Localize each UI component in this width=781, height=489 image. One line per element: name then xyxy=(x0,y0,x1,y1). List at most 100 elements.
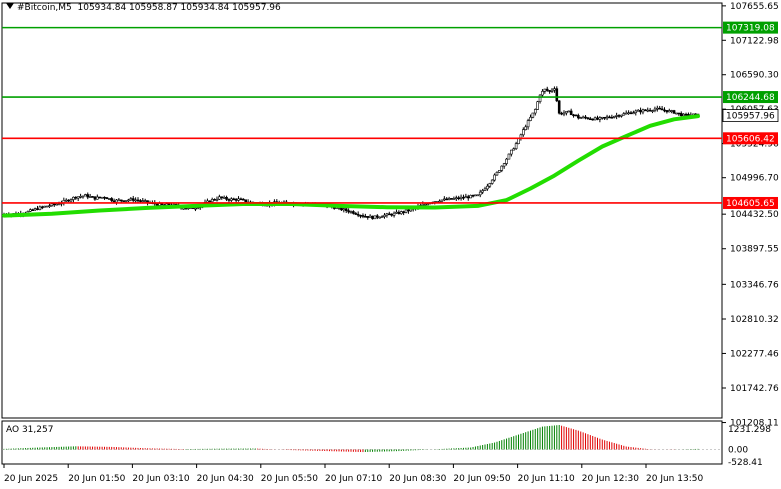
candle-body xyxy=(407,209,410,212)
candle-body xyxy=(660,108,664,111)
candle-body xyxy=(450,198,453,200)
candle-body xyxy=(225,197,228,200)
candle-body xyxy=(105,197,109,200)
candle-body xyxy=(40,206,44,209)
candle-body xyxy=(366,216,370,218)
candle-body xyxy=(665,110,669,113)
ao-axis-label: -528.41 xyxy=(728,458,763,468)
candle-body xyxy=(194,207,197,210)
candle-body xyxy=(627,112,630,114)
y-tick-label: 102277.46 xyxy=(730,349,779,359)
candle-body xyxy=(447,198,451,200)
candle-body xyxy=(488,183,492,187)
x-tick-label: 20 Jun 09:50 xyxy=(453,474,510,484)
candle-body xyxy=(632,112,635,115)
candle-body xyxy=(91,196,94,198)
candle-body xyxy=(184,207,188,210)
candle-body xyxy=(524,126,527,130)
candle-body xyxy=(395,211,398,214)
dropdown-triangle-icon[interactable] xyxy=(6,3,14,9)
candle-body xyxy=(206,200,209,203)
ao-axis-label: 1231.298 xyxy=(728,425,771,435)
candle-body xyxy=(574,114,578,117)
candle-body xyxy=(603,116,606,119)
candle-body xyxy=(115,199,118,203)
candle-body xyxy=(136,199,140,202)
candle-body xyxy=(486,185,489,190)
candle-body xyxy=(536,101,539,110)
candle-body xyxy=(636,109,640,112)
candle-body xyxy=(656,107,659,110)
candle-body xyxy=(572,114,575,117)
candle-body xyxy=(464,196,468,199)
chart-header: #Bitcoin,M5 105934.84 105958.87 105934.8… xyxy=(6,3,281,13)
candle-body xyxy=(591,118,595,121)
candle-body xyxy=(234,198,238,201)
candle-body xyxy=(371,215,374,220)
x-tick-label: 20 Jun 12:30 xyxy=(582,474,639,484)
candle-body xyxy=(498,170,501,173)
x-tick-label: 20 Jun 08:30 xyxy=(389,474,446,484)
support-level-value: 104605.65 xyxy=(726,199,775,209)
candle-body xyxy=(103,196,106,199)
x-tick-label: 20 Jun 11:10 xyxy=(518,474,575,484)
candle-body xyxy=(378,216,382,219)
candle-body xyxy=(242,198,245,201)
candle-body xyxy=(510,149,513,155)
candle-body xyxy=(361,215,365,217)
candle-body xyxy=(500,165,504,171)
candle-body xyxy=(84,194,87,197)
candle-body xyxy=(565,111,568,114)
candle-body xyxy=(143,200,147,202)
candle-body xyxy=(165,203,169,206)
candle-body xyxy=(438,200,441,203)
y-tick-label: 107655.65 xyxy=(730,2,779,12)
candle-body xyxy=(667,110,671,113)
candle-body xyxy=(550,89,554,92)
main-plot-frame xyxy=(1,2,723,419)
x-tick-label: 20 Jun 2025 xyxy=(4,474,58,484)
candle-body xyxy=(74,196,78,199)
candle-body xyxy=(158,203,161,206)
candle-body xyxy=(38,206,42,210)
candle-body xyxy=(593,117,597,121)
y-tick-label: 106590.30 xyxy=(730,71,779,81)
candle-body xyxy=(67,199,70,202)
candle-body xyxy=(646,109,650,112)
candle-body xyxy=(409,208,413,212)
candle-body xyxy=(644,109,647,112)
candle-body xyxy=(36,208,39,210)
x-tick-label: 20 Jun 03:10 xyxy=(132,474,189,484)
candle-body xyxy=(452,198,456,200)
ao-axis-label: 0.00 xyxy=(728,445,748,455)
candle-body xyxy=(624,112,628,115)
current-price-tag xyxy=(722,109,779,122)
x-tick-label: 20 Jun 13:50 xyxy=(646,474,703,484)
candle-body xyxy=(476,194,480,197)
support-level-value: 105606.42 xyxy=(726,134,775,144)
candle-body xyxy=(600,116,604,119)
candle-body xyxy=(230,198,233,201)
candle-body xyxy=(589,118,592,121)
y-tick-label: 103346.76 xyxy=(730,280,779,290)
candle-body xyxy=(110,198,113,202)
ao-label: AO 31,257 xyxy=(6,425,54,435)
y-tick-label: 105524.96 xyxy=(730,140,779,150)
candle-body xyxy=(639,109,642,113)
candle-body xyxy=(462,196,465,199)
candle-body xyxy=(502,163,506,167)
resistance-level-tag xyxy=(723,21,778,34)
candle-body xyxy=(675,112,678,115)
candle-body xyxy=(112,200,116,203)
candle-body xyxy=(155,203,159,206)
candle-body xyxy=(131,198,135,201)
candle-body xyxy=(596,117,599,120)
candle-body xyxy=(119,199,123,202)
candle-body xyxy=(579,117,583,119)
candle-body xyxy=(134,199,137,202)
candle-body xyxy=(421,203,425,206)
candle-body xyxy=(545,88,549,91)
candle-body xyxy=(672,110,676,114)
candle-body xyxy=(512,148,516,151)
